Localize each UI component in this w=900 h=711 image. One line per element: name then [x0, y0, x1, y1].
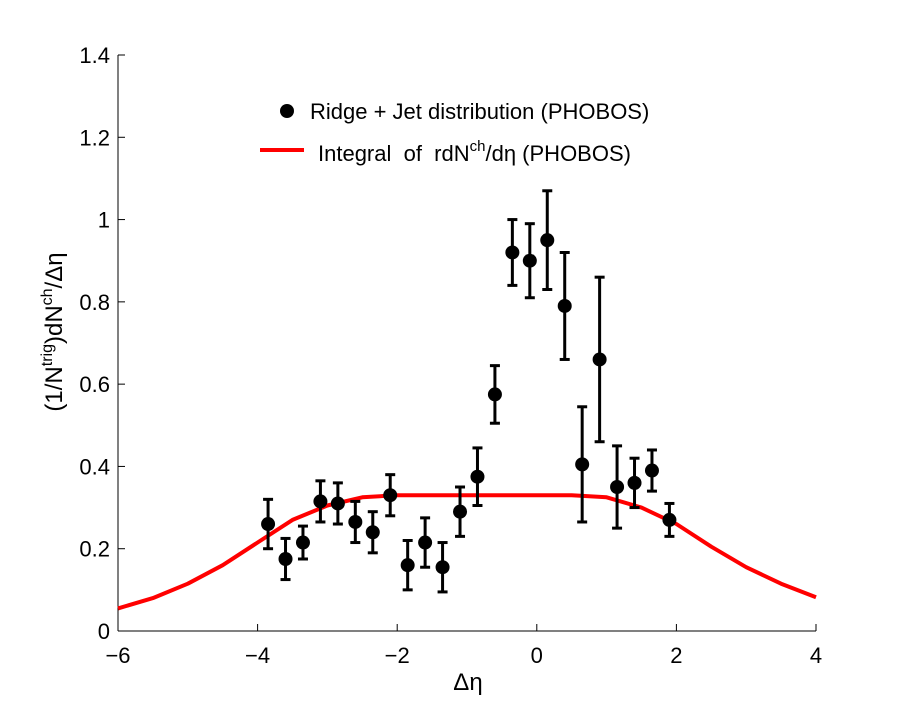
data-point — [540, 233, 555, 248]
data-point-group — [365, 510, 380, 555]
data-point-group — [644, 448, 659, 493]
data-point-group — [383, 473, 398, 518]
data-point-group — [540, 189, 555, 292]
y-axis-label: (1/Ntrig)dNch/Δη — [39, 252, 68, 411]
data-point-group — [592, 275, 607, 444]
data-point — [662, 512, 677, 527]
data-point — [261, 517, 276, 532]
data-point-group — [610, 444, 625, 530]
y-tick-label: 0.2 — [79, 537, 110, 562]
data-point-group — [487, 364, 502, 425]
data-point-group — [330, 481, 345, 526]
legend: Ridge + Jet distribution (PHOBOS) Integr… — [260, 99, 649, 166]
axes — [117, 55, 816, 632]
data-point — [644, 463, 659, 478]
data-point — [295, 535, 310, 550]
data-point-group — [418, 516, 433, 569]
y-tick-label: 1 — [98, 208, 110, 233]
data-point — [383, 488, 398, 503]
y-tick-label: 0.8 — [79, 290, 110, 315]
legend-label-line: Integral of rdNch/dη (PHOBOS) — [318, 138, 631, 166]
data-point-group — [400, 538, 415, 592]
y-axis-label-mid: )dN — [41, 305, 68, 344]
data-point-group — [505, 218, 520, 287]
data-point-group — [313, 479, 328, 524]
data-point — [453, 504, 468, 519]
data-point-group — [295, 524, 310, 561]
x-tick-label: 4 — [810, 643, 822, 668]
y-tick-label: 1.2 — [79, 125, 110, 150]
data-point — [575, 457, 590, 472]
red-line — [117, 493, 817, 611]
y-axis-label-prefix: (1/N — [41, 366, 68, 411]
legend-label-points: Ridge + Jet distribution (PHOBOS) — [310, 99, 649, 124]
y-tick-label: 1.4 — [79, 43, 110, 68]
y-axis-label-sup-trig: trig — [39, 344, 56, 366]
data-point — [470, 469, 485, 484]
y-axis-label-sup-ch: ch — [39, 288, 56, 305]
y-tick-label: 0 — [98, 619, 110, 644]
data-point — [278, 552, 293, 566]
data-point — [505, 245, 520, 260]
data-point — [400, 558, 415, 573]
data-point — [557, 298, 572, 313]
data-point-group — [575, 405, 590, 524]
data-point-group — [627, 456, 642, 510]
x-ticks: −6 −4 −2 0 2 4 — [105, 624, 822, 668]
data-point — [330, 496, 345, 511]
black-points-series — [261, 189, 677, 594]
x-tick-label: −6 — [105, 643, 130, 668]
data-point-group — [261, 497, 276, 551]
x-tick-label: 2 — [670, 643, 682, 668]
x-tick-label: 0 — [531, 643, 543, 668]
data-point-group — [662, 501, 677, 538]
data-point — [522, 253, 537, 268]
data-point-group — [522, 222, 537, 300]
legend-label-line-prefix: Integral of rdN — [318, 141, 470, 166]
data-point — [365, 525, 380, 540]
data-point-group — [453, 485, 468, 538]
data-point — [418, 535, 433, 550]
data-point-group — [348, 499, 363, 545]
legend-label-line-suffix: /dη (PHOBOS) — [485, 141, 630, 166]
data-point — [313, 494, 328, 509]
data-point — [592, 352, 607, 367]
data-point-group — [278, 536, 293, 582]
data-point — [348, 514, 363, 529]
data-point — [627, 475, 642, 490]
x-tick-label: −4 — [245, 643, 270, 668]
data-point-group — [557, 250, 572, 361]
y-tick-label: 0.6 — [79, 372, 110, 397]
y-ticks: 0 0.2 0.4 0.6 0.8 1 1.2 1.4 — [79, 43, 125, 644]
data-point — [435, 560, 450, 575]
data-point-group — [435, 541, 450, 594]
data-point — [487, 387, 502, 402]
y-axis-label-suffix: /Δη — [41, 252, 68, 288]
data-point — [610, 480, 625, 494]
y-tick-label: 0.4 — [79, 454, 110, 479]
legend-marker-points — [280, 104, 294, 118]
x-tick-label: −2 — [385, 643, 410, 668]
red-line-series — [117, 493, 817, 611]
data-point-group — [470, 446, 485, 508]
x-axis-label: Δη — [453, 669, 482, 696]
legend-label-line-sup: ch — [470, 138, 486, 155]
